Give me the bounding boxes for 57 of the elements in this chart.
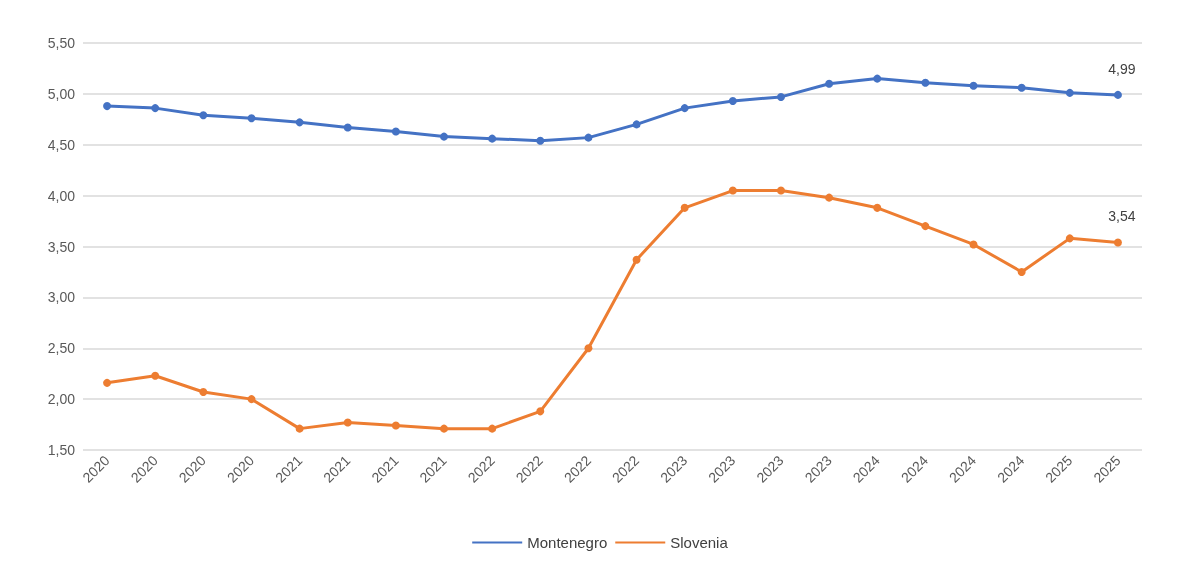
- point: [1065, 234, 1074, 243]
- point: [921, 78, 930, 87]
- point: [921, 222, 930, 231]
- point: [295, 118, 304, 127]
- data-label: 4,99: [1108, 60, 1136, 77]
- y-tick-label: 5,50: [47, 35, 76, 51]
- y-tick-label: 3,00: [47, 289, 76, 306]
- point: [151, 371, 160, 380]
- legend-label: Slovenia: [670, 534, 729, 551]
- point: [776, 92, 785, 101]
- point: [488, 134, 497, 143]
- point: [632, 120, 641, 129]
- point: [1065, 88, 1074, 97]
- point: [536, 407, 545, 416]
- y-tick-label: 2,00: [47, 391, 76, 408]
- point: [536, 136, 545, 145]
- y-tick-label: 1,50: [47, 442, 76, 458]
- point: [199, 388, 208, 396]
- point: [103, 378, 112, 387]
- point: [343, 418, 352, 427]
- point: [873, 74, 882, 83]
- legend-label: Montenegro: [527, 534, 608, 551]
- point: [151, 104, 160, 113]
- point: [632, 255, 641, 264]
- point: [295, 424, 304, 433]
- point: [440, 132, 449, 141]
- point: [969, 81, 978, 90]
- y-tick-label: 4,50: [47, 136, 76, 153]
- point: [247, 395, 256, 404]
- y-tick-label: 5,00: [47, 85, 76, 102]
- point: [680, 203, 689, 212]
- point: [247, 114, 256, 123]
- point: [584, 344, 593, 353]
- point: [103, 102, 112, 111]
- y-tick-label: 2,50: [47, 340, 76, 357]
- point: [825, 79, 834, 88]
- point: [199, 111, 208, 120]
- point: [776, 186, 785, 195]
- point: [825, 193, 834, 202]
- point: [440, 424, 449, 433]
- y-tick-label: 3,50: [47, 238, 76, 255]
- y-tick-label: 4,00: [47, 187, 76, 204]
- point: [1017, 267, 1026, 276]
- point: [728, 186, 737, 195]
- point: [680, 104, 689, 113]
- point: [969, 240, 978, 249]
- data-label: 3,54: [1108, 208, 1136, 225]
- point: [1017, 83, 1026, 92]
- point: [391, 421, 400, 430]
- point: [343, 123, 352, 132]
- point: [584, 133, 593, 142]
- point: [728, 97, 737, 105]
- point: [488, 424, 497, 433]
- point: [873, 203, 882, 212]
- point: [1113, 238, 1122, 247]
- point: [1113, 90, 1122, 99]
- point: [391, 127, 400, 136]
